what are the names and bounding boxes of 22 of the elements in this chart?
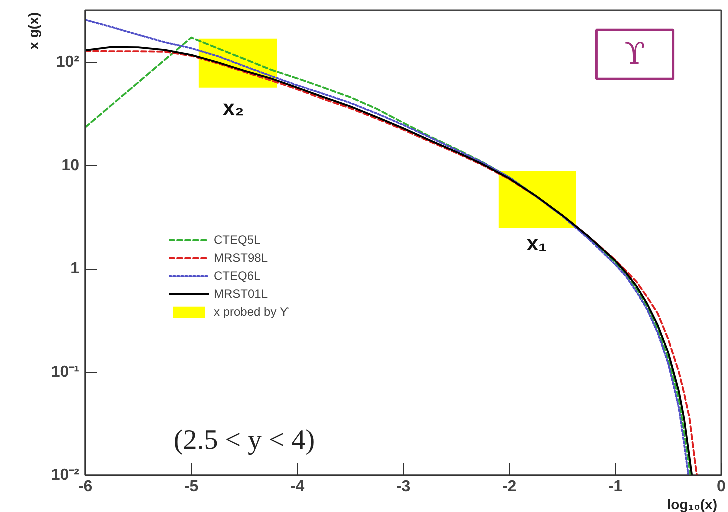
y-tick-label: 10⁻² — [51, 467, 80, 484]
x-tick-label: -4 — [290, 478, 305, 496]
annotation: x₁ — [526, 232, 548, 256]
annotation: ϒ — [624, 37, 646, 72]
x-tick-label: -3 — [396, 478, 411, 496]
x-tick-label: -6 — [78, 478, 93, 496]
annotation: (2.5 < y < 4) — [174, 425, 316, 456]
legend-label: CTEQ5L — [214, 233, 261, 247]
y-tick-label: 10 — [62, 157, 80, 174]
y-axis-title: x g(x) — [26, 12, 42, 50]
x-tick-label: -2 — [502, 478, 517, 496]
y-tick-label: 1 — [70, 260, 80, 278]
legend-label: x probed by ϒ — [214, 305, 290, 319]
x-tick-label: 0 — [717, 478, 726, 496]
legend-label: CTEQ6L — [214, 269, 261, 283]
x-tick-label: -1 — [608, 478, 623, 496]
legend-label: MRST01L — [214, 287, 268, 301]
annotation: x₂ — [223, 97, 244, 120]
x-tick-label: -5 — [184, 478, 199, 496]
y-tick-label: 10⁻¹ — [51, 364, 80, 381]
legend-label: MRST98L — [214, 251, 268, 265]
y-tick-label: 10² — [56, 54, 80, 72]
